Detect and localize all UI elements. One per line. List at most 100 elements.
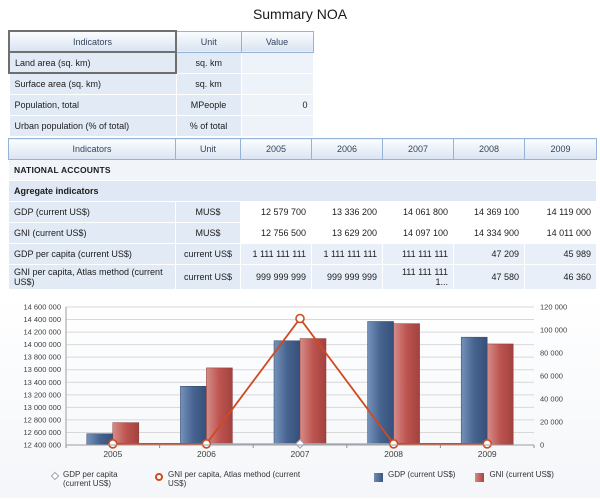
indicator-cell[interactable]: Surface area (sq. km) bbox=[8, 72, 177, 95]
value-cell[interactable]: 14 011 000 bbox=[524, 222, 597, 244]
unit-cell[interactable]: sq. km bbox=[175, 72, 242, 95]
indicator-cell[interactable]: GDP per capita (current US$) bbox=[8, 243, 176, 265]
category-label: 2008 bbox=[384, 449, 403, 459]
circle-marker bbox=[295, 313, 305, 324]
left-axis-tick-label: 13 000 000 bbox=[23, 403, 61, 412]
category-label: 2005 bbox=[103, 449, 122, 459]
gni-bar bbox=[486, 343, 514, 446]
left-axis-tick-label: 12 600 000 bbox=[23, 428, 61, 437]
gdp-bar bbox=[180, 386, 207, 446]
unit-cell[interactable]: current US$ bbox=[175, 264, 241, 290]
noa-chart: 14 600 000 14 400 000 14 200 000 14 000 000… bbox=[0, 293, 600, 498]
value-cell[interactable]: 12 756 500 bbox=[240, 222, 312, 244]
value-cell[interactable]: 13 336 200 bbox=[311, 201, 383, 223]
right-axis-tick-label: 0 bbox=[540, 441, 544, 450]
table-row: Indicators Unit 2005 2006 2007 2008 2009 bbox=[8, 138, 597, 160]
circle-marker bbox=[108, 439, 118, 449]
indicator-cell[interactable]: Urban population (% of total) bbox=[8, 114, 177, 137]
diamond-marker-icon bbox=[50, 471, 60, 481]
indicator-cell[interactable]: Land area (sq. km) bbox=[8, 51, 177, 74]
value-cell[interactable] bbox=[240, 51, 314, 74]
value-cell[interactable]: 999 999 999 bbox=[240, 264, 312, 290]
right-axis-tick-label: 120 000 bbox=[540, 303, 567, 312]
column-header[interactable]: Unit bbox=[175, 30, 242, 53]
left-axis-tick-label: 12 800 000 bbox=[23, 415, 61, 424]
value-cell[interactable]: 14 369 100 bbox=[453, 201, 525, 223]
column-header[interactable]: 2007 bbox=[382, 138, 454, 160]
column-header[interactable]: 2005 bbox=[240, 138, 312, 160]
indicator-cell[interactable]: GDP (current US$) bbox=[8, 201, 176, 223]
column-header[interactable]: 2009 bbox=[524, 138, 597, 160]
legend-item-gdp-per-capita[interactable]: GDP per capita (current US$) bbox=[50, 470, 135, 488]
column-header[interactable]: 2006 bbox=[311, 138, 383, 160]
section-header-cell[interactable]: NATIONAL ACCOUNTS bbox=[8, 159, 597, 181]
indicator-cell[interactable]: GNI (current US$) bbox=[8, 222, 176, 244]
unit-cell[interactable]: MPeople bbox=[175, 93, 242, 116]
table-row: Surface area (sq. km) sq. km bbox=[8, 72, 314, 95]
subsection-header-cell[interactable]: Agregate indicators bbox=[8, 180, 597, 202]
category-label: 2007 bbox=[291, 449, 310, 459]
value-cell[interactable]: 47 580 bbox=[453, 264, 525, 290]
legend-item-gni-per-capita[interactable]: GNI per capita, Atlas method (current US… bbox=[155, 470, 318, 488]
table-row: Land area (sq. km) sq. km bbox=[8, 51, 314, 74]
value-cell[interactable]: 14 061 800 bbox=[382, 201, 454, 223]
left-axis-tick-label: 14 400 000 bbox=[23, 315, 61, 324]
diamond-marker bbox=[294, 438, 306, 449]
value-cell[interactable]: 999 999 999 bbox=[311, 264, 383, 290]
legend-label: GDP per capita (current US$) bbox=[63, 470, 118, 488]
table-row: Urban population (% of total)% of total bbox=[8, 114, 314, 137]
red-square-icon bbox=[475, 473, 485, 482]
left-axis-tick-label: 12 400 000 bbox=[23, 441, 61, 450]
value-cell[interactable]: 14 097 100 bbox=[382, 222, 454, 244]
circle-marker bbox=[482, 439, 493, 449]
table-row: Agregate indicators bbox=[8, 180, 597, 202]
left-axis-tick-label: 14 200 000 bbox=[23, 328, 61, 337]
table-row: GNI (current US$) MUS$ 12 756 500 13 629 20… bbox=[8, 222, 597, 244]
column-header[interactable]: Value bbox=[240, 30, 314, 53]
value-cell[interactable]: 111 111 111 1... bbox=[382, 264, 454, 290]
column-header[interactable]: 2008 bbox=[453, 138, 525, 160]
unit-cell[interactable]: MUS$ bbox=[175, 201, 241, 223]
value-cell[interactable]: 13 629 200 bbox=[311, 222, 383, 244]
value-cell[interactable]: 1 111 111 111 bbox=[311, 243, 383, 265]
unit-cell[interactable]: sq. km bbox=[175, 51, 242, 74]
gdp-bar bbox=[367, 321, 394, 446]
value-cell[interactable]: 111 111 111 bbox=[382, 243, 454, 265]
value-cell[interactable]: 12 579 700 bbox=[240, 201, 312, 223]
column-header[interactable]: Indicators bbox=[8, 138, 176, 160]
circle-marker-icon bbox=[155, 473, 163, 481]
category-label: 2009 bbox=[478, 449, 497, 459]
gni-bar bbox=[299, 338, 327, 446]
unit-cell[interactable]: current US$ bbox=[175, 243, 241, 265]
value-cell[interactable]: 45 989 bbox=[524, 243, 597, 265]
right-axis-tick-label: 100 000 bbox=[540, 326, 567, 335]
national-accounts-table: Indicators Unit 2005 2006 2007 2008 2009 NATIO… bbox=[8, 138, 597, 290]
gdp-bar bbox=[460, 336, 488, 446]
value-cell[interactable]: 14 334 900 bbox=[453, 222, 525, 244]
unit-cell[interactable]: % of total bbox=[175, 114, 242, 137]
value-cell[interactable] bbox=[240, 72, 314, 95]
value-cell[interactable]: 46 360 bbox=[524, 264, 597, 290]
column-header[interactable]: Indicators bbox=[8, 30, 177, 53]
unit-cell[interactable]: MUS$ bbox=[175, 222, 241, 244]
left-axis-tick-label: 14 000 000 bbox=[23, 340, 61, 349]
gni-bar bbox=[393, 323, 420, 446]
table-row: GDP per capita (current US$) current US$ 1… bbox=[8, 243, 597, 265]
gni-bar bbox=[206, 367, 233, 446]
left-axis-tick-label: 13 600 000 bbox=[23, 365, 61, 374]
indicator-cell[interactable]: Population, total bbox=[8, 93, 177, 116]
table-row: GNI per capita, Atlas method (current US… bbox=[8, 264, 597, 290]
legend-item-gni[interactable]: GNI (current US$) bbox=[475, 470, 554, 482]
chart-legend: GDP per capita (current US$) GNI per cap… bbox=[50, 470, 600, 488]
column-header[interactable]: Unit bbox=[175, 138, 241, 160]
right-axis-tick-label: 20 000 bbox=[540, 418, 563, 427]
value-cell[interactable]: 14 119 000 bbox=[524, 201, 597, 223]
value-cell[interactable] bbox=[240, 114, 314, 137]
noa-chart-svg: 14 600 000 14 400 000 14 200 000 14 000 000… bbox=[23, 303, 567, 460]
page-title: Summary NOA bbox=[252, 6, 348, 22]
value-cell[interactable]: 47 209 bbox=[453, 243, 525, 265]
value-cell[interactable]: 1 111 111 111 bbox=[240, 243, 312, 265]
indicator-cell[interactable]: GNI per capita, Atlas method (current US… bbox=[8, 264, 176, 290]
legend-item-gdp[interactable]: GDP (current US$) bbox=[374, 470, 455, 482]
value-cell[interactable]: 0 bbox=[240, 93, 314, 116]
